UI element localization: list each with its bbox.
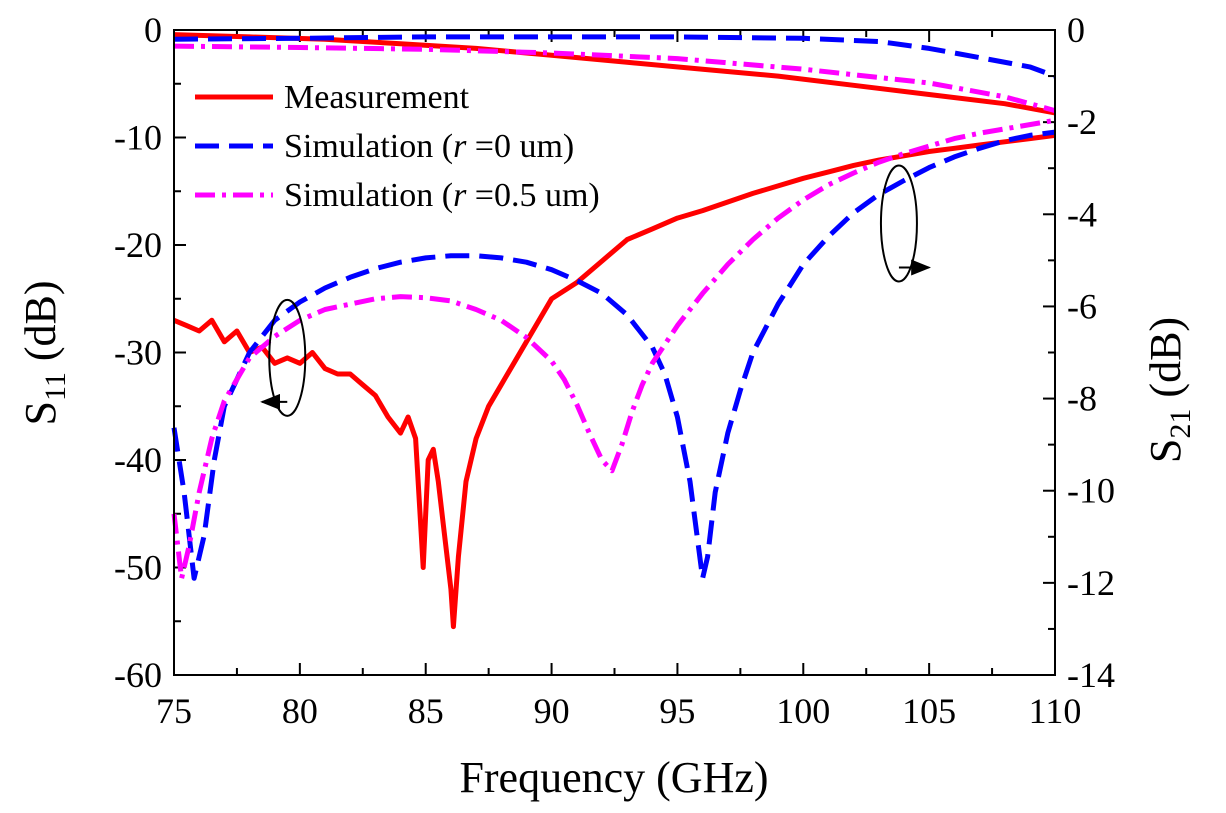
legend-label-sim-r0: Simulation (r =0 um) [284,128,574,165]
y-right-tick-label: -4 [1067,194,1097,234]
y-right-tick-label: -8 [1067,379,1097,419]
x-tick-label: 80 [282,691,318,731]
y-left-axis-title: S11 (dB) [16,280,72,425]
legend-label-sim-r05: Simulation (r =0.5 um) [284,177,600,214]
x-tick-labels: 75 80 85 90 95 100 105 110 [156,691,1081,731]
y-left-tick-label: -60 [114,655,162,695]
series-line-measurement [173,132,1056,630]
y-left-tick-label: -50 [114,548,162,588]
annotation-ellipse-0 [268,298,307,417]
annotation-ellipse-1 [879,164,918,283]
y-left-tick-label: -30 [114,333,162,373]
y-right-tick-labels: 0 -2 -4 -6 -8 -10 -12 -14 [1067,10,1115,695]
y-right-tick-label: -10 [1067,471,1115,511]
x-axis-title: Frequency (GHz) [459,753,768,802]
legend-label-measurement: Measurement [284,79,470,116]
plot-frame [173,29,1056,676]
x-tick-label: 90 [534,691,570,731]
y-left-tick-label: -20 [114,225,162,265]
x-tick-label: 85 [408,691,444,731]
y-right-tick-label: -6 [1067,286,1097,326]
x-tick-label: 95 [659,691,695,731]
annotations [260,164,932,417]
series-layer [171,32,1056,630]
series-line-sim_r05_s21 [173,43,1056,114]
y-left-tick-labels: 0 -10 -20 -30 -40 -50 -60 [114,10,162,695]
x-tick-label: 75 [156,691,192,731]
x-tick-label: 105 [902,691,956,731]
svg-text:S21 (dB): S21 (dB) [1141,317,1197,463]
y-right-tick-label: -14 [1067,655,1115,695]
legend: Measurement Simulation (r =0 um) Simulat… [195,79,600,214]
y-right-tick-label: -12 [1067,563,1115,603]
y-left-tick-label: -40 [114,440,162,480]
y-left-tick-label: 0 [144,10,162,50]
y-right-tick-label: 0 [1067,10,1085,50]
y-right-tick-label: -2 [1067,102,1097,142]
series-line-sim_r0_s21 [173,34,1056,79]
svg-text:S11 (dB): S11 (dB) [16,280,72,425]
y-right-axis-title: S21 (dB) [1141,317,1197,463]
series-line-sim_r0 [171,129,1056,581]
series-line-sim_r05 [171,117,1056,581]
x-tick-label: 100 [776,691,830,731]
y-left-tick-label: -10 [114,118,162,158]
x-tick-label: 110 [1029,691,1082,731]
